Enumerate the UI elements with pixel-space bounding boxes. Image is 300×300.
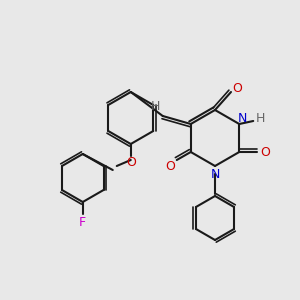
Text: H: H bbox=[256, 112, 265, 125]
Text: N: N bbox=[238, 112, 247, 125]
Text: O: O bbox=[260, 146, 270, 158]
Text: O: O bbox=[232, 82, 242, 94]
Text: O: O bbox=[165, 160, 175, 173]
Text: F: F bbox=[79, 215, 86, 229]
Text: H: H bbox=[151, 100, 160, 112]
Text: N: N bbox=[210, 167, 220, 181]
Text: O: O bbox=[126, 157, 136, 169]
